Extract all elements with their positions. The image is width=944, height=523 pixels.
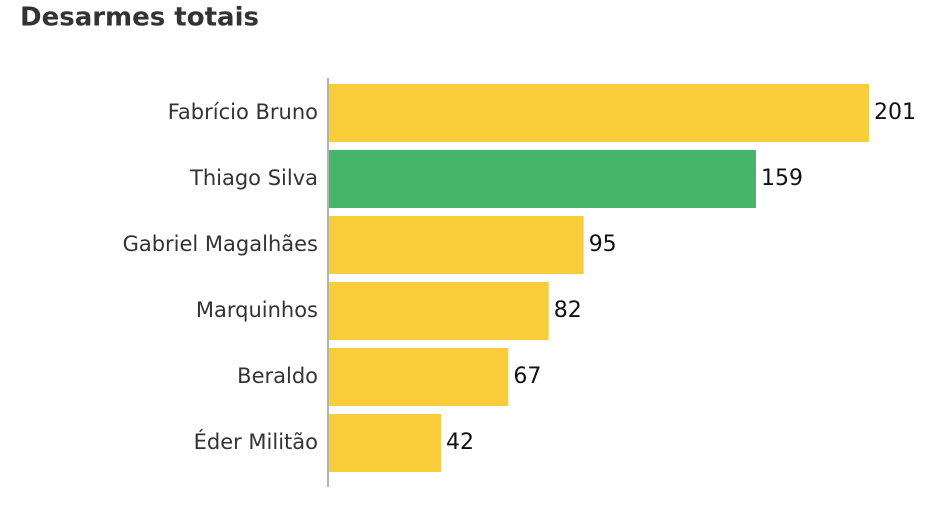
bar [329,216,584,274]
category-label: Beraldo [237,364,318,388]
bar [329,348,509,406]
category-label: Marquinhos [196,298,318,322]
value-label: 82 [554,298,582,323]
value-label: 159 [761,166,803,191]
bar [329,414,442,472]
value-label: 95 [589,232,617,257]
category-label: Thiago Silva [189,166,318,190]
value-label: 42 [446,430,474,455]
bar [329,150,756,208]
bar [329,282,549,340]
category-label: Gabriel Magalhães [123,232,318,256]
category-label: Éder Militão [194,429,318,454]
value-label: 67 [513,364,541,389]
chart-title: Desarmes totais [20,3,259,33]
value-label: 201 [874,100,916,125]
bar [329,84,869,142]
category-label: Fabrício Bruno [168,100,318,124]
